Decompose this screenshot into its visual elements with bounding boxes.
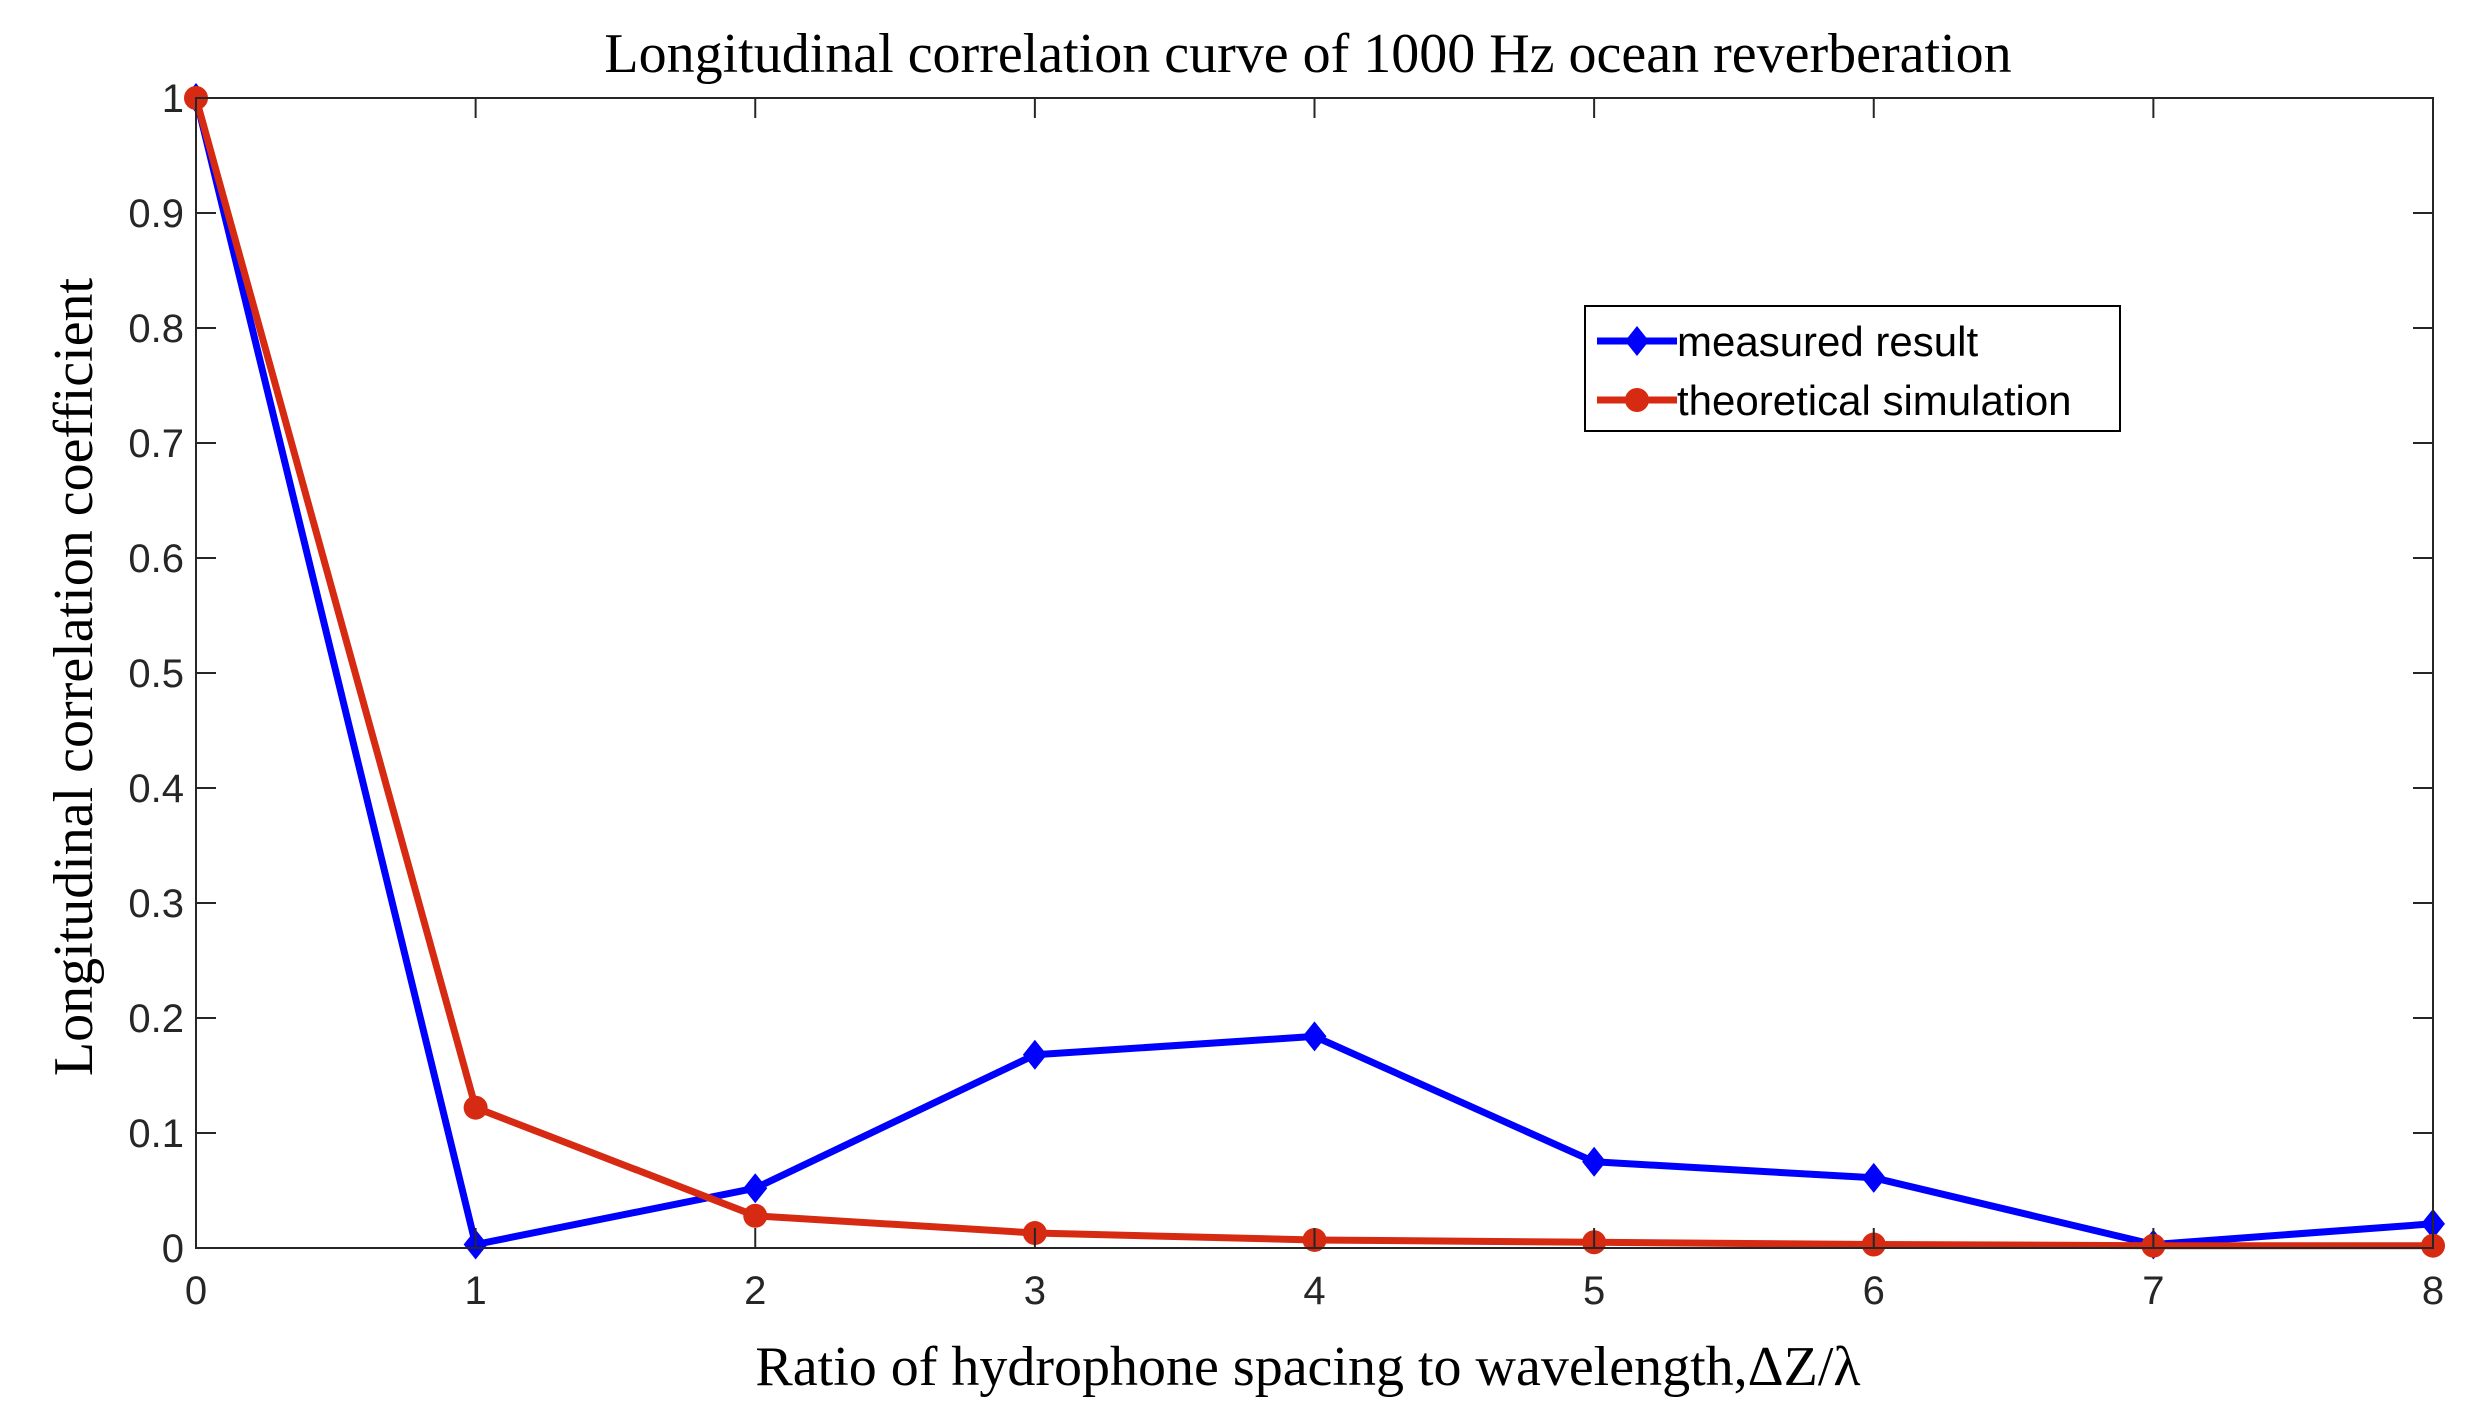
- y-tick-label: 0.8: [128, 307, 184, 351]
- x-tick-label: 4: [1303, 1269, 1325, 1313]
- legend-label-measured: measured result: [1677, 318, 1978, 365]
- y-axis-label: Longitudinal correlation coefficient: [43, 277, 105, 1076]
- y-tick-label: 0.9: [128, 192, 184, 236]
- legend-circle-marker: [1625, 388, 1649, 412]
- chart-title: Longitudinal correlation curve of 1000 H…: [604, 23, 2011, 85]
- x-tick-label: 7: [2142, 1269, 2164, 1313]
- axes-layer: 0 1 2 3 4 5 6 7 8 0 0.1 0.2 0.3 0.4 0.5 0.6 0.7 0.8 0.9 1: [128, 77, 2444, 1313]
- legend: measured result theoretical simulation: [1584, 305, 2121, 432]
- data-point-diamond: [1582, 1146, 1607, 1177]
- x-tick-label: 3: [1024, 1269, 1046, 1313]
- y-tick-label: 1: [162, 77, 184, 121]
- legend-diamond-marker: [1625, 326, 1649, 356]
- y-tick-label: 0.7: [128, 422, 184, 466]
- legend-entry-theoretical: theoretical simulation: [1597, 377, 2072, 424]
- x-tick-label: 1: [465, 1269, 487, 1313]
- legend-box: [1584, 305, 2121, 432]
- data-point-circle: [463, 1095, 488, 1120]
- x-tick-label: 0: [185, 1269, 207, 1313]
- x-tick-label: 5: [1583, 1269, 1605, 1313]
- y-tick-label: 0.6: [128, 537, 184, 581]
- y-tick-label: 0.5: [128, 652, 184, 696]
- data-point-diamond: [1302, 1021, 1327, 1052]
- data-point-diamond: [1022, 1039, 1047, 1070]
- data-point-circle: [743, 1203, 768, 1228]
- x-tick-label: 6: [1863, 1269, 1885, 1313]
- y-tick-label: 0.1: [128, 1112, 184, 1156]
- y-tick-label: 0.2: [128, 997, 184, 1041]
- x-tick-label: 2: [744, 1269, 766, 1313]
- x-axis-label: Ratio of hydrophone spacing to wavelengt…: [755, 1336, 1860, 1398]
- data-point-diamond: [1861, 1162, 1886, 1193]
- y-tick-label: 0.4: [128, 767, 184, 811]
- legend-entry-measured: measured result: [1597, 318, 1978, 365]
- y-tick-label: 0.3: [128, 882, 184, 926]
- legend-label-theoretical: theoretical simulation: [1677, 377, 2072, 424]
- y-tick-label: 0: [162, 1227, 184, 1271]
- data-point-diamond: [743, 1173, 768, 1204]
- x-tick-label: 8: [2422, 1269, 2444, 1313]
